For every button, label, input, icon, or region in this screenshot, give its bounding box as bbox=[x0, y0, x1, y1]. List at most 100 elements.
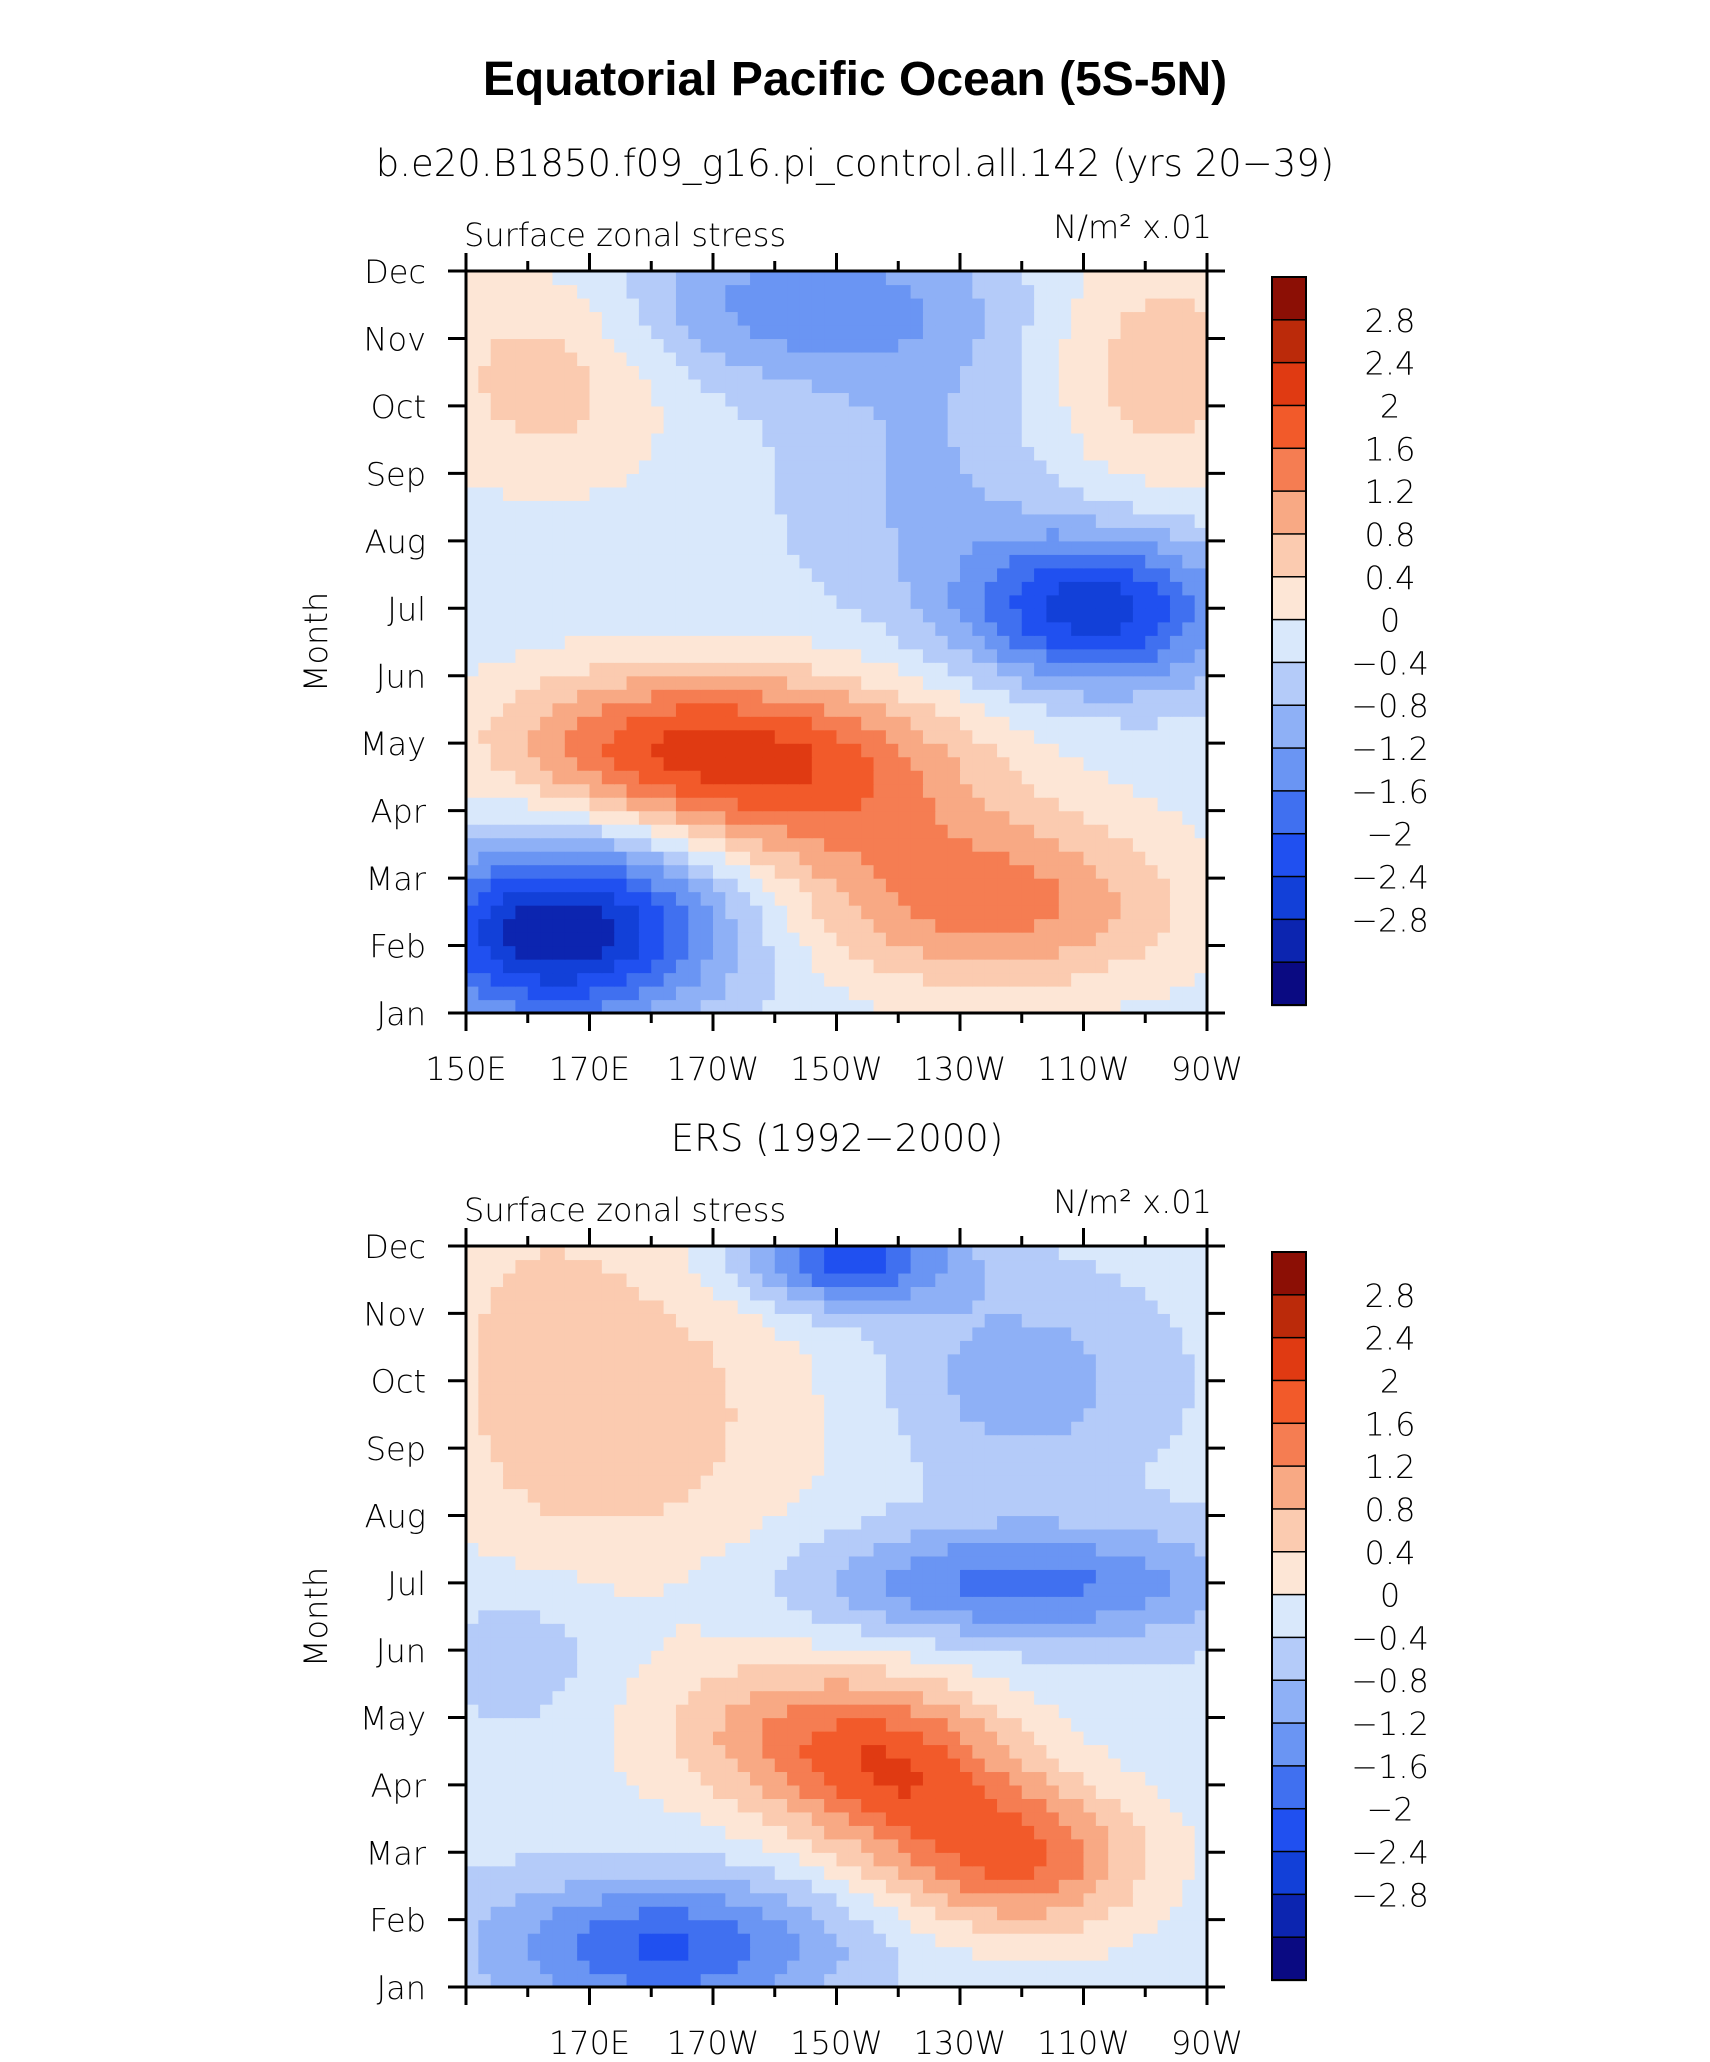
contour-cell bbox=[651, 459, 665, 474]
contour-cell bbox=[960, 770, 973, 785]
contour-cell bbox=[972, 702, 986, 717]
contour-cell bbox=[527, 716, 541, 731]
contour-cell bbox=[638, 1650, 652, 1665]
contour-cell bbox=[1009, 1865, 1023, 1880]
contour-cell bbox=[1169, 1717, 1183, 1732]
contour-cell bbox=[1083, 1879, 1097, 1894]
contour-cell bbox=[589, 1771, 603, 1786]
contour-cell bbox=[861, 1946, 875, 1961]
contour-cell bbox=[688, 432, 702, 447]
contour-cell bbox=[1095, 932, 1109, 947]
contour-cell bbox=[811, 540, 825, 555]
contour-cell bbox=[922, 905, 936, 920]
contour-cell bbox=[614, 581, 628, 596]
contour-cell bbox=[1157, 500, 1171, 515]
contour-cell bbox=[466, 1704, 479, 1719]
contour-cell bbox=[972, 392, 986, 407]
contour-cell bbox=[922, 1838, 936, 1853]
contour-cell bbox=[651, 621, 665, 636]
contour-cell bbox=[935, 729, 949, 744]
contour-cell bbox=[885, 810, 899, 825]
contour-cell bbox=[910, 1690, 924, 1705]
contour-cell bbox=[700, 1636, 714, 1651]
contour-cell bbox=[1182, 770, 1196, 785]
contour-cell bbox=[972, 810, 986, 825]
contour-cell bbox=[626, 1798, 640, 1813]
contour-cell bbox=[984, 419, 998, 434]
contour-cell bbox=[848, 635, 862, 650]
contour-cell bbox=[997, 554, 1010, 569]
contour-cell bbox=[1095, 1717, 1109, 1732]
contour-cell bbox=[750, 635, 763, 650]
contour-cell bbox=[824, 837, 838, 852]
contour-cell bbox=[1169, 392, 1183, 407]
contour-cell bbox=[910, 1973, 924, 1987]
contour-cell bbox=[614, 284, 628, 299]
contour-cell bbox=[799, 905, 813, 920]
contour-cell bbox=[490, 1663, 504, 1678]
contour-cell bbox=[787, 662, 801, 677]
contour-cell bbox=[984, 392, 998, 407]
contour-cell bbox=[564, 878, 578, 893]
contour-cell bbox=[1021, 405, 1035, 420]
contour-cell bbox=[762, 581, 776, 596]
contour-cell bbox=[1046, 1731, 1060, 1746]
contour-cell bbox=[885, 662, 899, 677]
contour-cell bbox=[848, 1933, 862, 1948]
contour-cell bbox=[873, 891, 887, 906]
contour-cell bbox=[873, 405, 887, 420]
contour-cell bbox=[811, 1704, 825, 1719]
contour-cell bbox=[787, 1892, 801, 1907]
contour-cell bbox=[922, 554, 936, 569]
contour-cell bbox=[922, 324, 936, 340]
contour-cell bbox=[478, 1879, 492, 1894]
contour-cell bbox=[663, 554, 677, 569]
contour-cell bbox=[503, 1811, 516, 1826]
contour-cell bbox=[960, 311, 973, 326]
contour-cell bbox=[1157, 1690, 1171, 1705]
contour-cell bbox=[1083, 271, 1097, 286]
contour-cell bbox=[1145, 1677, 1159, 1692]
contour-cell bbox=[1182, 1879, 1196, 1894]
contour-cell bbox=[577, 378, 591, 394]
contour-cell bbox=[651, 999, 665, 1013]
contour-cell bbox=[762, 486, 776, 501]
contour-cell bbox=[1021, 932, 1035, 947]
contour-cell bbox=[873, 567, 887, 582]
contour-cell bbox=[614, 1919, 628, 1934]
contour-cell bbox=[713, 1717, 726, 1732]
contour-cell bbox=[799, 999, 813, 1013]
contour-cell bbox=[651, 1811, 665, 1826]
contour-cell bbox=[1021, 567, 1035, 582]
contour-cell bbox=[997, 621, 1010, 636]
contour-cell bbox=[1194, 284, 1207, 299]
contour-cell bbox=[1132, 324, 1146, 340]
contour-cell bbox=[762, 1879, 776, 1894]
contour-cell bbox=[861, 972, 875, 987]
contour-cell bbox=[1182, 864, 1196, 879]
contour-cell bbox=[787, 527, 801, 542]
contour-cell bbox=[762, 271, 776, 286]
contour-cell bbox=[972, 297, 986, 313]
contour-cell bbox=[824, 1798, 838, 1813]
contour-cell bbox=[1169, 1919, 1183, 1934]
contour-cell bbox=[663, 527, 677, 542]
contour-cell bbox=[466, 1771, 479, 1786]
contour-cell bbox=[935, 837, 949, 852]
contour-cell bbox=[515, 338, 529, 353]
contour-cell bbox=[700, 1879, 714, 1894]
contour-cell bbox=[737, 932, 751, 947]
contour-cell bbox=[1145, 770, 1159, 785]
contour-cell bbox=[799, 1852, 813, 1867]
contour-cell bbox=[762, 1838, 776, 1853]
contour-cell bbox=[713, 392, 726, 407]
contour-cell bbox=[1108, 770, 1122, 785]
contour-cell bbox=[1194, 959, 1207, 974]
contour-cell bbox=[1169, 1811, 1183, 1826]
contour-cell bbox=[1120, 648, 1134, 663]
contour-cell bbox=[1132, 932, 1146, 947]
contour-cell bbox=[885, 783, 899, 798]
contour-cell bbox=[1132, 878, 1146, 893]
contour-cell bbox=[663, 1852, 677, 1867]
contour-cell bbox=[638, 1811, 652, 1826]
